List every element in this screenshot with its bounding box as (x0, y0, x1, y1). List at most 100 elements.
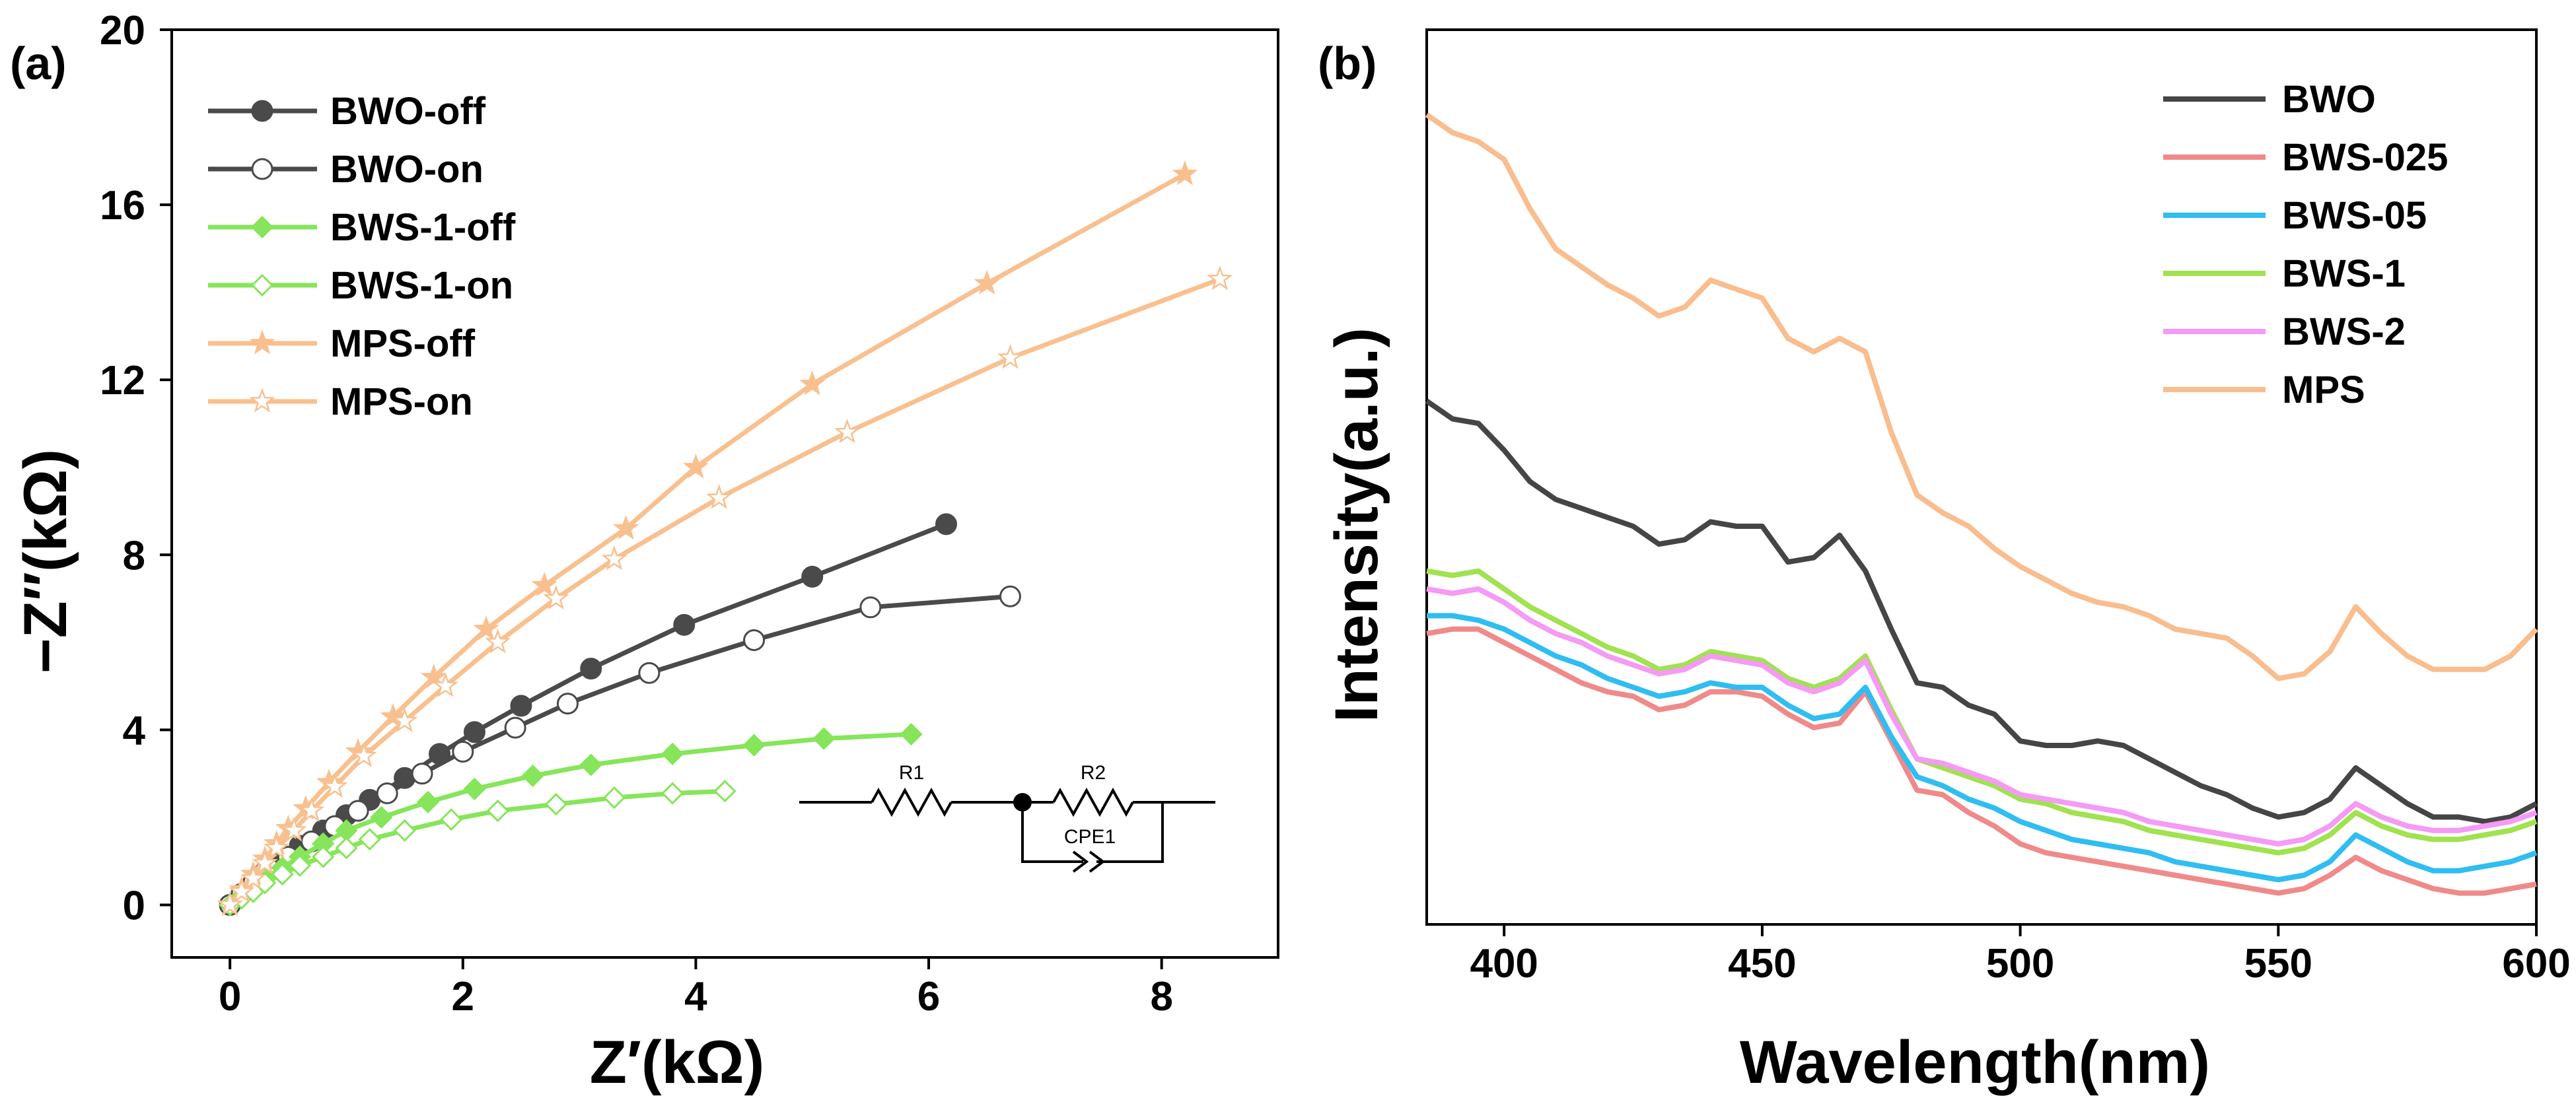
spectrum-line-BWS-1 (1426, 568, 2538, 856)
data-point-BWO-on (376, 782, 398, 804)
legend-marker-MPS-off (249, 329, 275, 355)
circuit-label-r1: R1 (899, 762, 924, 784)
data-point-BWS-1-on (358, 827, 381, 851)
data-point-MPS-off (974, 269, 1000, 295)
x-tick-label: 500 (1986, 941, 2054, 986)
data-point-BWS-1-off (370, 806, 393, 829)
x-tick-label: 550 (2244, 941, 2312, 986)
data-point-MPS-on (834, 419, 861, 444)
data-point-BWO-off (463, 721, 485, 743)
y-tick-label: 20 (100, 8, 145, 53)
panel-a-series (217, 160, 1233, 916)
cpe-left-plate (1072, 850, 1089, 873)
data-point-MPS-off (682, 454, 709, 479)
data-point-BWO-off (673, 613, 696, 636)
data-point-MPS-on (601, 545, 627, 570)
legend-marker-BWS-1-on (250, 273, 274, 297)
data-point-BWO-on (411, 763, 433, 785)
y-tick-label: 12 (100, 358, 145, 403)
data-point-BWO-on (999, 585, 1021, 607)
data-point-BWS-1-on (440, 808, 463, 831)
x-tick-label: 4 (684, 974, 707, 1019)
panel-b-legend: BWO BWS-025 BWS-05 BWS-1 BWS-2 MPS (2163, 78, 2448, 411)
spectrum-line-BWO (1425, 399, 2538, 825)
data-point-BWS-1-off (463, 777, 486, 800)
panel-b-plot-frame (1425, 28, 2538, 926)
data-point-BWS-1-on (544, 792, 567, 816)
equivalent-circuit-diagram: R1 R2 CPE1 (799, 762, 1215, 873)
panel-a-y-axis-label: −Z″(kΩ) (12, 449, 79, 673)
cpe-right-plate (1089, 850, 1106, 873)
data-point-MPS-on (1207, 265, 1233, 291)
legend-marker-MPS-on (249, 388, 275, 413)
data-point-MPS-on (240, 865, 267, 890)
resistor-r2-symbol (1052, 787, 1134, 817)
data-point-BWO-on (859, 596, 882, 619)
legend-label-MPS-on: MPS-on (330, 380, 473, 423)
legend-label-MPS-off: MPS-off (330, 322, 476, 365)
legend-label-BWS-05: BWS-05 (2282, 194, 2427, 237)
data-point-MPS-on (281, 817, 307, 842)
data-point-BWO-off (801, 565, 824, 588)
panel-a-x-axis-label: Z′(kΩ) (590, 1029, 764, 1096)
panel-b-series (1425, 112, 2538, 896)
data-point-MPS-on (485, 629, 511, 654)
x-tick-label: 2 (452, 974, 474, 1019)
data-point-MPS-on (252, 849, 278, 875)
spectrum-line-BWS-05 (1427, 613, 2538, 883)
data-point-BWS-1-on (271, 862, 294, 886)
panel-b-label: (b) (1318, 38, 1377, 89)
data-point-MPS-on (322, 773, 348, 798)
legend-marker-BWS-1-off (250, 215, 274, 239)
legend-label-BWO: BWO (2282, 78, 2376, 121)
data-point-BWS-1-on (713, 780, 736, 803)
legend-label-MPS: MPS (2282, 368, 2365, 411)
spectrum-line-BWS-025 (1426, 626, 2537, 896)
circuit-wire (1096, 802, 1164, 863)
legend-label-BWS-025: BWS-025 (2282, 136, 2448, 179)
data-point-MPS-off (380, 703, 406, 728)
data-point-MPS-on (229, 878, 255, 903)
data-point-BWO-off (935, 513, 957, 535)
legend-label-BWS-1-off: BWS-1-off (330, 206, 516, 249)
y-tick-label: 16 (100, 183, 145, 228)
data-point-BWS-1-on (312, 845, 335, 868)
panel-b-x-axis-label: Wavelength(nm) (1740, 1029, 2210, 1096)
data-point-BWS-1-on (661, 782, 684, 805)
legend-label-BWS-1-on: BWS-1-on (330, 264, 513, 307)
spectrum-line-BWS-2 (1426, 586, 2538, 846)
data-point-BWS-1-on (335, 837, 358, 860)
panel-a-label: (a) (10, 38, 67, 89)
x-tick-label: 0 (219, 974, 241, 1019)
x-tick-label: 6 (917, 974, 940, 1019)
data-point-MPS-on (543, 584, 569, 610)
x-tick-label: 400 (1470, 941, 1538, 986)
legend-label-BWO-on: BWO-on (330, 148, 483, 191)
data-point-BWS-1-on (393, 819, 416, 842)
data-point-BWS-1-off (900, 722, 923, 746)
data-point-MPS-off (531, 572, 557, 597)
data-point-BWO-off (580, 658, 602, 680)
data-point-BWS-1-off (812, 727, 836, 750)
x-tick-label: 8 (1150, 974, 1172, 1019)
data-point-MPS-on (432, 672, 458, 697)
data-point-BWO-on (452, 741, 474, 763)
data-point-MPS-on (351, 742, 377, 767)
y-tick-label: 0 (123, 883, 145, 928)
data-point-BWS-1-on (486, 799, 509, 823)
data-point-BWS-1-on (288, 854, 312, 877)
data-point-MPS-off (473, 615, 499, 640)
legend-label-BWS-1: BWS-1 (2282, 252, 2406, 295)
panel-a-impedance-chart: (a) 0 2 4 6 8 0 4 8 12 16 20 BWO-off BWO-on BWS-1-of… (10, 8, 1279, 1096)
data-point-MPS-off (1172, 160, 1198, 186)
data-point-BWO-on (638, 662, 661, 684)
legend-label-BWS-2: BWS-2 (2282, 310, 2406, 353)
y-tick-label: 8 (123, 533, 145, 578)
data-point-BWO-off (510, 695, 532, 717)
legend-marker-BWO-off (251, 100, 273, 122)
panel-a-legend: BWO-off BWO-on BWS-1-off BWS-1-on MPS-off MPS… (208, 90, 516, 423)
circuit-label-r2: R2 (1081, 762, 1106, 784)
x-tick-label: 450 (1728, 941, 1796, 986)
data-point-BWS-1-off (521, 764, 544, 788)
